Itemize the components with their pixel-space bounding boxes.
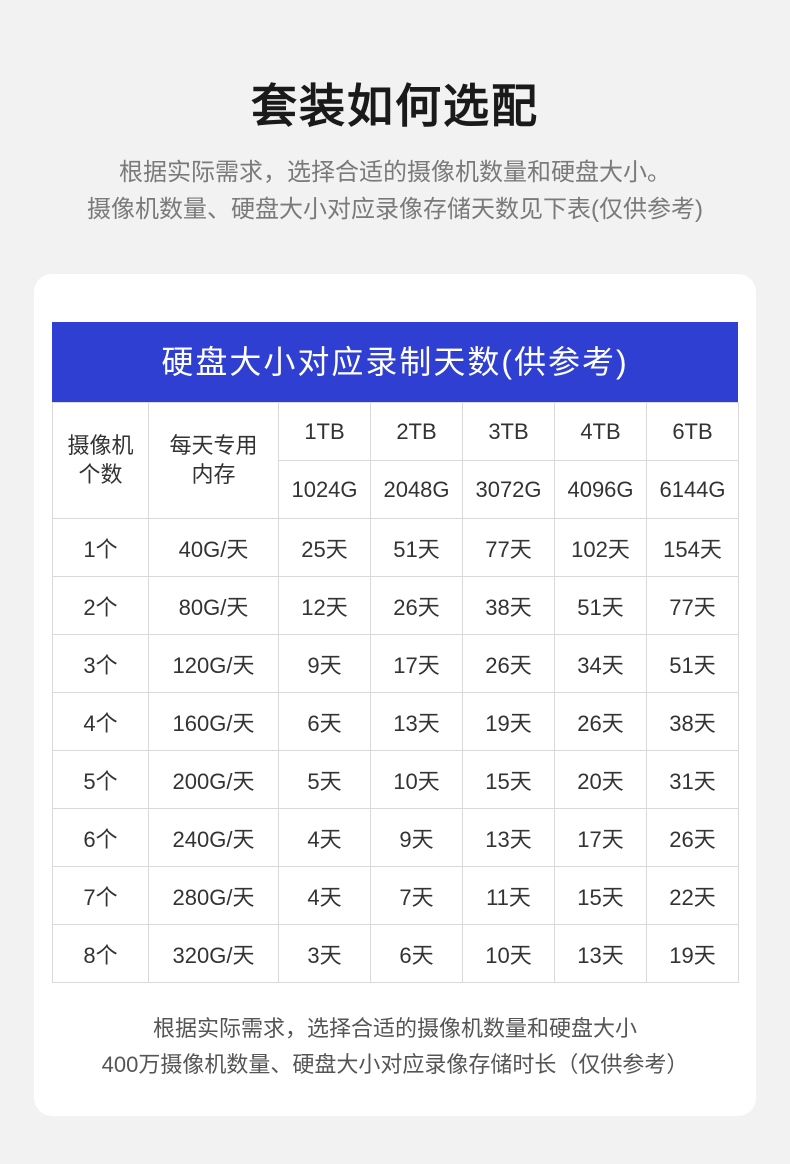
cell-camera-count: 8个 [53,925,149,983]
cell-camera-count: 3个 [53,635,149,693]
cell-days: 6天 [279,693,371,751]
cell-days: 51天 [555,577,647,635]
cell-days: 7天 [371,867,463,925]
cell-days: 25天 [279,519,371,577]
cell-days: 9天 [279,635,371,693]
cell-days: 10天 [463,925,555,983]
table-banner: 硬盘大小对应录制天数(供参考) [52,322,738,402]
table-row: 5个200G/天5天10天15天20天31天 [53,751,739,809]
page-title: 套装如何选配 [34,70,756,136]
cell-days: 20天 [555,751,647,809]
header-disk-gb: 1024G [279,461,371,519]
cell-daily-memory: 120G/天 [149,635,279,693]
header-disk-tb: 4TB [555,403,647,461]
header-camera-count-l1: 摄像机 [67,433,133,458]
header-disk-tb: 6TB [647,403,739,461]
cell-camera-count: 2个 [53,577,149,635]
table-row: 3个120G/天9天17天26天34天51天 [53,635,739,693]
cell-days: 26天 [555,693,647,751]
cell-days: 51天 [371,519,463,577]
page: 套装如何选配 根据实际需求，选择合适的摄像机数量和硬盘大小。 摄像机数量、硬盘大… [0,0,790,1156]
cell-days: 154天 [647,519,739,577]
cell-daily-memory: 280G/天 [149,867,279,925]
header-disk-tb: 2TB [371,403,463,461]
header-disk-tb: 1TB [279,403,371,461]
cell-days: 38天 [647,693,739,751]
cell-days: 6天 [371,925,463,983]
subtitle-line-1: 根据实际需求，选择合适的摄像机数量和硬盘大小。 [119,159,671,186]
header-camera-count-l2: 个数 [78,462,122,487]
cell-days: 11天 [463,867,555,925]
header-camera-count: 摄像机 个数 [53,403,149,519]
table-row: 6个240G/天4天9天13天17天26天 [53,809,739,867]
cell-days: 102天 [555,519,647,577]
table-row: 8个320G/天3天6天10天13天19天 [53,925,739,983]
cell-camera-count: 5个 [53,751,149,809]
header-row-1: 摄像机 个数 每天专用 内存 1TB 2TB 3TB 4TB 6TB [53,403,739,461]
cell-days: 19天 [463,693,555,751]
cell-days: 5天 [279,751,371,809]
cell-days: 51天 [647,635,739,693]
cell-daily-memory: 160G/天 [149,693,279,751]
cell-days: 15天 [555,867,647,925]
table-footer-note: 根据实际需求，选择合适的摄像机数量和硬盘大小 400万摄像机数量、硬盘大小对应录… [52,1011,738,1081]
table-row: 2个80G/天12天26天38天51天77天 [53,577,739,635]
cell-daily-memory: 80G/天 [149,577,279,635]
header-daily-memory-l1: 每天专用 [169,433,257,458]
cell-days: 4天 [279,867,371,925]
cell-camera-count: 6个 [53,809,149,867]
cell-days: 26天 [647,809,739,867]
page-subtitle: 根据实际需求，选择合适的摄像机数量和硬盘大小。 摄像机数量、硬盘大小对应录像存储… [34,154,756,228]
cell-days: 13天 [463,809,555,867]
table-row: 1个40G/天25天51天77天102天154天 [53,519,739,577]
table-row: 4个160G/天6天13天19天26天38天 [53,693,739,751]
cell-days: 3天 [279,925,371,983]
cell-days: 38天 [463,577,555,635]
cell-daily-memory: 240G/天 [149,809,279,867]
cell-daily-memory: 200G/天 [149,751,279,809]
header-disk-gb: 3072G [463,461,555,519]
storage-days-table: 摄像机 个数 每天专用 内存 1TB 2TB 3TB 4TB 6TB [52,402,739,983]
cell-days: 22天 [647,867,739,925]
subtitle-line-2: 摄像机数量、硬盘大小对应录像存储天数见下表(仅供参考) [87,196,703,223]
cell-days: 34天 [555,635,647,693]
cell-days: 19天 [647,925,739,983]
cell-days: 9天 [371,809,463,867]
cell-days: 4天 [279,809,371,867]
cell-camera-count: 1个 [53,519,149,577]
cell-camera-count: 4个 [53,693,149,751]
header-disk-tb: 3TB [463,403,555,461]
table-card: 硬盘大小对应录制天数(供参考) 摄像机 个数 每天专用 [34,274,756,1115]
cell-days: 77天 [463,519,555,577]
cell-camera-count: 7个 [53,867,149,925]
cell-days: 77天 [647,577,739,635]
cell-days: 12天 [279,577,371,635]
cell-days: 17天 [555,809,647,867]
header-disk-gb: 6144G [647,461,739,519]
cell-days: 26天 [463,635,555,693]
cell-days: 17天 [371,635,463,693]
table-body: 1个40G/天25天51天77天102天154天2个80G/天12天26天38天… [53,519,739,983]
cell-days: 13天 [555,925,647,983]
cell-days: 13天 [371,693,463,751]
footer-line-1: 根据实际需求，选择合适的摄像机数量和硬盘大小 [153,1016,637,1041]
header-disk-gb: 2048G [371,461,463,519]
cell-days: 15天 [463,751,555,809]
header-disk-gb: 4096G [555,461,647,519]
cell-days: 10天 [371,751,463,809]
cell-days: 26天 [371,577,463,635]
cell-days: 31天 [647,751,739,809]
header-daily-memory-l2: 内存 [191,462,235,487]
footer-line-2: 400万摄像机数量、硬盘大小对应录像存储时长（仅供参考） [102,1052,689,1077]
cell-daily-memory: 320G/天 [149,925,279,983]
table-row: 7个280G/天4天7天11天15天22天 [53,867,739,925]
cell-daily-memory: 40G/天 [149,519,279,577]
header-daily-memory: 每天专用 内存 [149,403,279,519]
